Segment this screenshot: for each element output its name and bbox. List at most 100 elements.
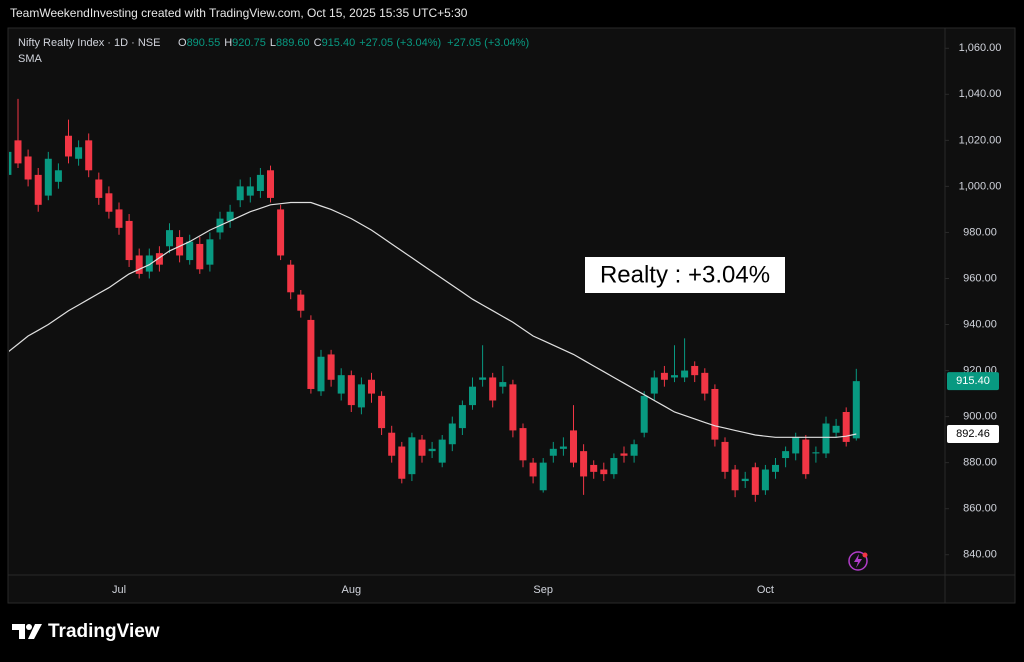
logo-text: TradingView bbox=[48, 621, 160, 642]
candle-body bbox=[267, 170, 274, 198]
candle-body bbox=[711, 388, 719, 440]
candle-body bbox=[852, 381, 860, 439]
candle-body bbox=[772, 464, 779, 472]
candle-body bbox=[256, 174, 264, 192]
candle-body bbox=[398, 446, 406, 479]
logo bbox=[12, 624, 42, 639]
candle-body bbox=[469, 386, 476, 406]
change: +27.05 (+3.04%) bbox=[359, 37, 441, 49]
y-tick-label: 940.00 bbox=[963, 318, 997, 330]
x-tick-label: Jul bbox=[112, 584, 126, 596]
candle-body bbox=[337, 375, 345, 394]
candle-body bbox=[14, 140, 22, 164]
candle-body bbox=[115, 209, 123, 228]
candle-body bbox=[731, 469, 739, 491]
candle-body bbox=[95, 179, 103, 198]
candle-body bbox=[691, 365, 699, 376]
candle-body bbox=[105, 193, 113, 212]
candle-body bbox=[418, 439, 426, 456]
plot-area bbox=[9, 98, 860, 502]
candle-body bbox=[428, 448, 436, 452]
candle-body bbox=[782, 451, 790, 459]
candle-body bbox=[166, 230, 173, 247]
candle-body bbox=[671, 375, 678, 378]
candle-body bbox=[660, 372, 668, 380]
y-tick-label: 1,000.00 bbox=[959, 180, 1002, 192]
candle-body bbox=[620, 453, 628, 456]
candle-body bbox=[125, 220, 133, 261]
candle-body bbox=[196, 243, 204, 270]
candle-body bbox=[44, 158, 52, 196]
candle-body bbox=[378, 395, 386, 429]
y-tick-label: 1,020.00 bbox=[959, 134, 1002, 146]
candle-body bbox=[489, 377, 497, 401]
candle-body bbox=[65, 135, 72, 157]
candle-body bbox=[24, 156, 32, 180]
symbol: Nifty Realty Index · 1D · NSE bbox=[18, 37, 160, 49]
candle-body bbox=[590, 464, 598, 472]
candle-body bbox=[9, 151, 12, 175]
candle-body bbox=[307, 319, 315, 389]
sma-legend: SMA bbox=[18, 53, 43, 65]
candle-body bbox=[610, 458, 618, 475]
candle-body bbox=[287, 264, 295, 293]
x-tick-label: Sep bbox=[533, 584, 553, 596]
candle-body bbox=[317, 356, 325, 392]
candle-body bbox=[519, 428, 527, 461]
candle-body bbox=[640, 395, 648, 433]
annotation: Realty : +3.04% bbox=[600, 261, 770, 288]
candle-body bbox=[206, 239, 214, 265]
candle-body bbox=[75, 147, 83, 159]
alert-icon bbox=[848, 551, 868, 571]
price-tag bbox=[947, 424, 999, 443]
ohlc-value: 920.75 bbox=[232, 37, 266, 49]
candle-body bbox=[580, 451, 588, 477]
sma-line bbox=[9, 201, 857, 438]
candle-body bbox=[792, 437, 800, 454]
annotation-box bbox=[585, 257, 785, 293]
candle-body bbox=[701, 372, 709, 394]
y-tick-label: 880.00 bbox=[963, 457, 997, 469]
ohlc-key: H bbox=[224, 37, 232, 49]
candle-body bbox=[85, 140, 93, 171]
candle-body bbox=[408, 437, 416, 475]
candle-body bbox=[327, 354, 335, 380]
candle-body bbox=[812, 452, 820, 454]
candle-body bbox=[448, 423, 456, 445]
y-tick-label: 860.00 bbox=[963, 503, 997, 515]
candle-body bbox=[832, 425, 840, 433]
candle-body bbox=[368, 379, 375, 394]
candle-body bbox=[297, 294, 305, 311]
candle-body bbox=[246, 186, 254, 196]
candle-body bbox=[751, 467, 759, 495]
candle-body bbox=[509, 384, 517, 431]
candle-body bbox=[600, 469, 608, 475]
candle-body bbox=[741, 478, 749, 482]
change: +27.05 (+3.04%) bbox=[447, 37, 529, 49]
candle-body bbox=[761, 469, 769, 491]
candle-body bbox=[54, 170, 62, 182]
chart-panel bbox=[7, 27, 1016, 604]
candle-body bbox=[155, 253, 163, 265]
x-tick-label: Oct bbox=[757, 584, 774, 596]
candle-body bbox=[145, 255, 153, 272]
ohlc-key: C bbox=[314, 37, 322, 49]
ohlc-value: 915.40 bbox=[322, 37, 356, 49]
candle-body bbox=[34, 174, 42, 205]
candle-body bbox=[186, 241, 194, 261]
ohlc-key: O bbox=[178, 37, 187, 49]
candle-body bbox=[721, 441, 729, 472]
x-tick-label: Aug bbox=[342, 584, 362, 596]
candle-body bbox=[650, 377, 658, 394]
ohlc-value: 890.55 bbox=[187, 37, 221, 49]
ohlc-value: 889.60 bbox=[276, 37, 310, 49]
price-tag-label: 915.40 bbox=[956, 375, 990, 387]
y-tick-label: 1,040.00 bbox=[959, 88, 1002, 100]
candle-body bbox=[681, 370, 689, 378]
candle-body bbox=[499, 382, 507, 387]
y-tick-label: 840.00 bbox=[963, 549, 997, 561]
candle-body bbox=[458, 405, 466, 429]
candle-body bbox=[479, 377, 487, 380]
candle-body bbox=[438, 439, 446, 463]
